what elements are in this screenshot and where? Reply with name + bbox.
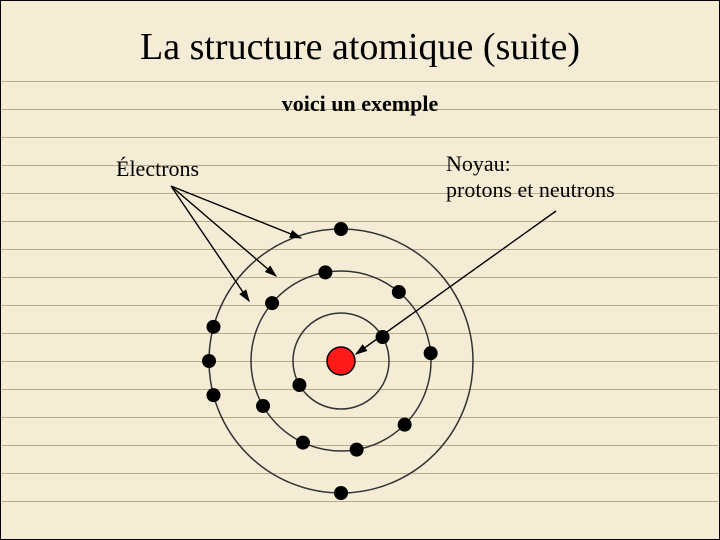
electron	[265, 296, 279, 310]
atom-diagram	[1, 1, 720, 540]
electron	[424, 346, 438, 360]
electron	[206, 388, 220, 402]
electron	[392, 285, 406, 299]
electron	[296, 436, 310, 450]
electron	[334, 486, 348, 500]
electron	[398, 418, 412, 432]
nucleus	[327, 347, 355, 375]
slide: La structure atomique (suite) voici un e…	[0, 0, 720, 540]
electron	[334, 222, 348, 236]
electron	[350, 443, 364, 457]
electron	[292, 378, 306, 392]
pointer-arrow	[171, 186, 301, 238]
electron	[256, 399, 270, 413]
electron	[318, 265, 332, 279]
electron	[206, 320, 220, 334]
electron	[202, 354, 216, 368]
